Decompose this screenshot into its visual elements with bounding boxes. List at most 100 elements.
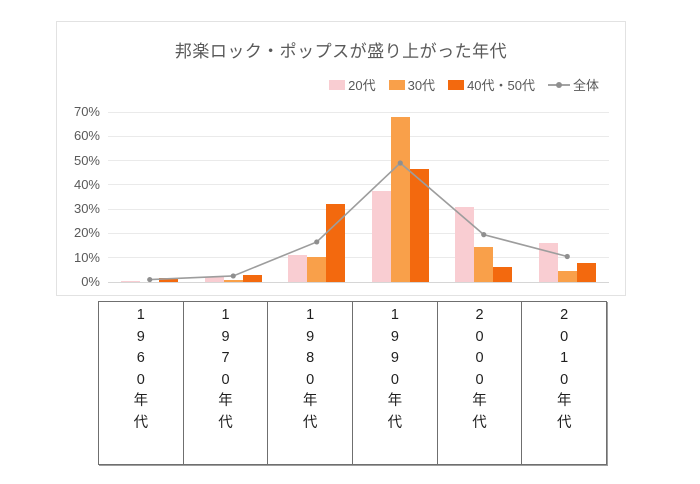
x-axis-category-char: 0 bbox=[306, 371, 315, 388]
overall-line bbox=[149, 161, 568, 281]
y-tick-label-50%: 50% bbox=[73, 152, 100, 168]
x-axis-category-char: 年 bbox=[302, 393, 318, 409]
chart-card: 邦楽ロック・ポップスが盛り上がった年代 20代 30代 40代・50代 全体 0… bbox=[56, 21, 626, 296]
x-axis-category-char: 0 bbox=[560, 371, 569, 388]
legend-item-overall: 全体 bbox=[547, 75, 599, 94]
bar-40代・50代-2000年代 bbox=[493, 267, 513, 282]
x-axis-category-char: 9 bbox=[390, 350, 399, 366]
y-tick-label-30%: 30% bbox=[73, 201, 100, 217]
x-axis-category-char: 代 bbox=[218, 414, 233, 431]
legend-label-20s: 20代 bbox=[348, 78, 376, 93]
x-axis-category-char: 1 bbox=[560, 350, 569, 366]
x-axis-category-char: 年 bbox=[472, 393, 487, 409]
bar-30代-2010年代 bbox=[557, 271, 577, 282]
x-axis-category-char: 0 bbox=[475, 350, 484, 366]
legend-label-overall: 全体 bbox=[572, 78, 599, 93]
x-axis-category-char: 年 bbox=[218, 393, 233, 409]
overall-line-series bbox=[147, 160, 570, 283]
legend-item-30s: 30代 bbox=[388, 75, 436, 94]
x-axis-category-char: 9 bbox=[306, 328, 315, 345]
bar-30代-2000年代 bbox=[474, 246, 494, 282]
x-axis-category-char: 6 bbox=[136, 350, 145, 366]
chart-title: 邦楽ロック・ポップスが盛り上がった年代 bbox=[174, 42, 508, 61]
gridline-10% bbox=[108, 257, 609, 259]
overall-marker-1990年代 bbox=[397, 160, 403, 166]
x-axis-category-char: 8 bbox=[306, 350, 315, 366]
x-axis-category-char: 0 bbox=[221, 371, 230, 388]
bar-20代-2000年代 bbox=[455, 206, 475, 282]
x-axis-category-table: 1 9 6 0 年代 1 9 7 0 年代 1 9 8 0 年代 1 9 9 0 年代 2 0 0 0 年代 2 0 1 0 年代 bbox=[98, 301, 607, 465]
x-axis-category-char: 1 bbox=[221, 307, 230, 323]
gridline-40% bbox=[108, 184, 609, 186]
overall-marker-2000年代 bbox=[481, 232, 487, 238]
x-axis-category-char: 0 bbox=[390, 371, 399, 388]
overall-marker-1980年代 bbox=[314, 239, 320, 245]
gridline-50% bbox=[108, 160, 609, 162]
legend-label-40s-50s: 40代・50代 bbox=[467, 78, 535, 93]
bar-30代-1970年代 bbox=[223, 279, 243, 282]
x-axis-category-cell-1980年代: 1 9 8 0 年代 bbox=[268, 302, 354, 464]
x-axis-category-char: 2 bbox=[475, 307, 484, 323]
y-tick-label-0%: 0% bbox=[81, 274, 100, 289]
bar-20代-1980年代 bbox=[288, 255, 308, 282]
legend-swatch-30s bbox=[388, 79, 405, 90]
bar-20代-1960年代 bbox=[121, 280, 141, 282]
bar-40代・50代-1990年代 bbox=[409, 169, 429, 282]
overall-marker-2010年代 bbox=[564, 253, 570, 260]
x-axis-category-char: 年 bbox=[133, 393, 149, 409]
x-axis-category-char: 0 bbox=[560, 328, 569, 345]
bar-20代-1970年代 bbox=[204, 277, 224, 282]
x-axis-category-char: 7 bbox=[221, 350, 230, 366]
x-axis-category-cell-1970年代: 1 9 7 0 年代 bbox=[184, 302, 269, 464]
x-axis-category-char: 代 bbox=[302, 414, 318, 431]
x-axis-category-cell-2000年代: 2 0 0 0 年代 bbox=[438, 302, 523, 464]
legend-marker-dot-icon bbox=[555, 81, 562, 88]
x-axis-category-char: 9 bbox=[136, 328, 145, 345]
plot-area: 0% 10% 20% 30% 40% 50% 60% 70% bbox=[74, 104, 609, 289]
chart-legend: 20代 30代 40代・50代 全体 bbox=[329, 75, 599, 94]
y-tick-label-10%: 10% bbox=[73, 249, 100, 265]
y-tick-label-40%: 40% bbox=[73, 176, 100, 192]
gridline-60% bbox=[108, 135, 609, 137]
x-axis-category-char: 9 bbox=[390, 328, 399, 345]
x-axis-category-cell-1990年代: 1 9 9 0 年代 bbox=[353, 302, 438, 464]
overall-marker-1960年代 bbox=[147, 276, 153, 283]
bar-30代-1980年代 bbox=[307, 256, 327, 282]
overall-marker-1970年代 bbox=[230, 273, 236, 279]
bar-20代-1990年代 bbox=[371, 190, 391, 282]
x-axis-category-char: 代 bbox=[387, 414, 403, 431]
x-axis-category-char: 0 bbox=[136, 371, 145, 388]
bar-40代・50代-1970年代 bbox=[242, 274, 262, 282]
x-axis-category-char: 0 bbox=[475, 371, 484, 388]
y-tick-label-20%: 20% bbox=[73, 225, 100, 241]
x-axis-category-char: 1 bbox=[136, 307, 145, 323]
legend-swatch-40s-50s bbox=[448, 79, 465, 90]
gridline-0% bbox=[108, 282, 609, 283]
y-tick-label-70%: 70% bbox=[73, 104, 100, 119]
x-axis-category-char: 9 bbox=[221, 328, 230, 345]
x-axis-category-char: 2 bbox=[560, 307, 569, 323]
x-axis-category-char: 1 bbox=[306, 307, 315, 323]
legend-line-marker-icon bbox=[547, 80, 570, 90]
x-axis-category-char: 0 bbox=[475, 328, 484, 345]
gridline-20% bbox=[108, 232, 609, 234]
x-axis-category-char: 代 bbox=[133, 414, 149, 431]
bar-40代・50代-2010年代 bbox=[576, 262, 596, 282]
legend-label-30s: 30代 bbox=[407, 78, 436, 93]
legend-item-40s-50s: 40代・50代 bbox=[448, 75, 535, 94]
bar-30代-1990年代 bbox=[390, 116, 410, 282]
x-axis-category-char: 年 bbox=[387, 393, 403, 409]
legend-swatch-20s bbox=[329, 79, 346, 90]
gridline-30% bbox=[108, 208, 609, 210]
gridline-70% bbox=[108, 111, 609, 113]
bar-40代・50代-1960年代 bbox=[159, 278, 179, 282]
y-tick-label-60%: 60% bbox=[73, 128, 100, 144]
x-axis-category-char: 1 bbox=[390, 307, 399, 323]
x-axis-category-cell-2010年代: 2 0 1 0 年代 bbox=[522, 302, 606, 464]
x-axis-category-char: 代 bbox=[472, 414, 487, 431]
x-axis-category-char: 代 bbox=[556, 414, 572, 431]
x-axis-category-char: 年 bbox=[556, 393, 572, 409]
legend-item-20s: 20代 bbox=[329, 75, 376, 94]
x-axis-category-cell-1960年代: 1 9 6 0 年代 bbox=[99, 302, 184, 464]
